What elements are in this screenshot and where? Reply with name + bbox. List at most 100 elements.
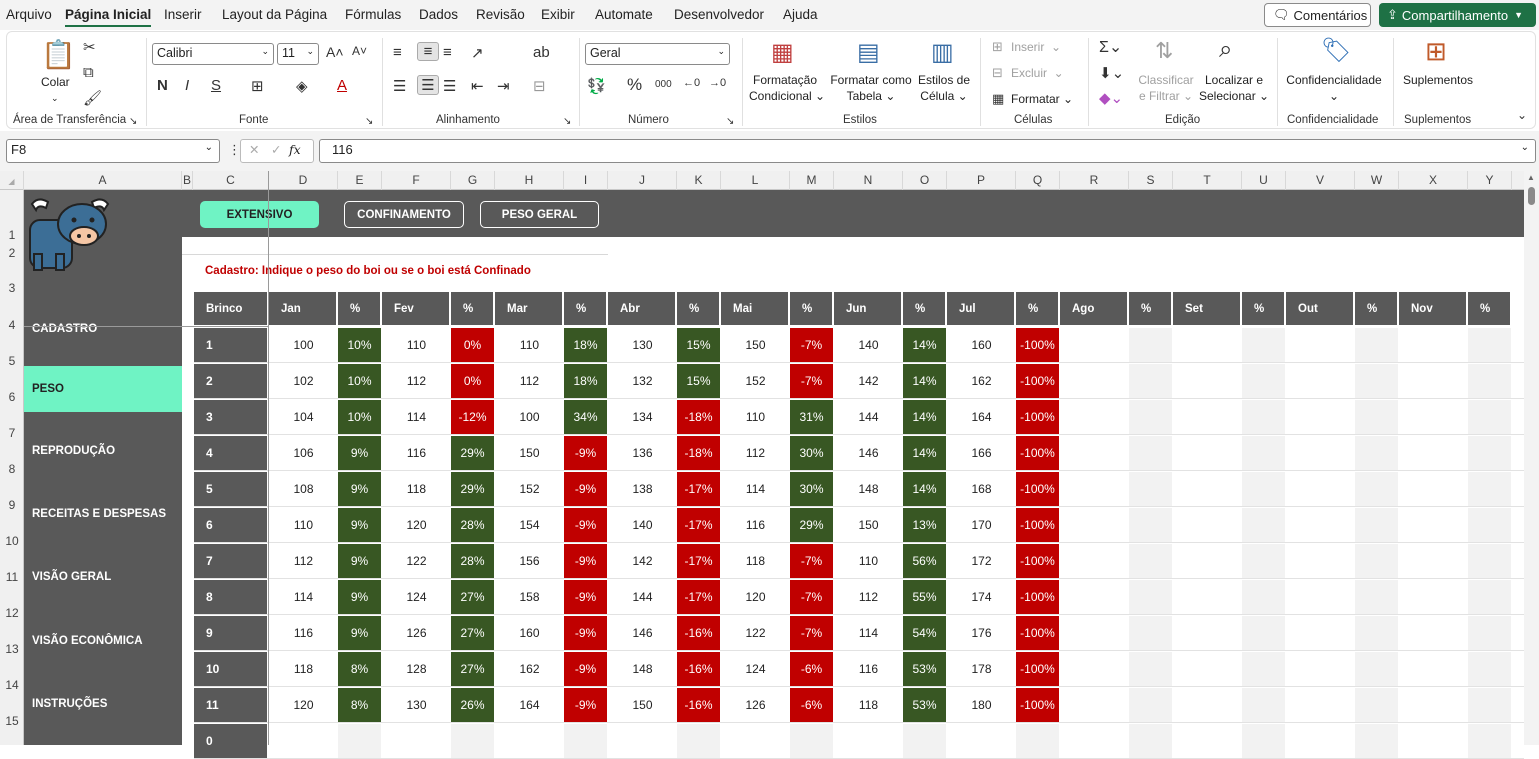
column-header-F[interactable]: F xyxy=(382,171,451,190)
percent-cell[interactable]: 8% xyxy=(338,652,381,686)
percent-cell[interactable]: -9% xyxy=(564,508,607,542)
paste-button[interactable]: Colar xyxy=(41,75,70,89)
weight-cell[interactable]: 118 xyxy=(406,482,427,496)
percent-cell[interactable]: -17% xyxy=(677,472,720,506)
percent-cell[interactable] xyxy=(1129,724,1172,758)
column-header-Q[interactable]: Q xyxy=(1016,171,1060,190)
paste-icon[interactable]: 📋 xyxy=(41,39,76,70)
percent-cell[interactable] xyxy=(1129,652,1172,686)
percent-cell[interactable]: 18% xyxy=(564,328,607,362)
column-header-P[interactable]: P xyxy=(947,171,1016,190)
menu-dados[interactable]: Dados xyxy=(419,7,459,22)
weight-cell[interactable]: 126 xyxy=(745,698,766,712)
weight-cell[interactable]: 162 xyxy=(971,374,992,388)
weight-cell[interactable]: 154 xyxy=(519,518,540,532)
weight-cell[interactable]: 164 xyxy=(519,698,540,712)
weight-cell[interactable] xyxy=(1286,364,1355,398)
menu-layout-pagina[interactable]: Layout da Página xyxy=(222,7,328,22)
merge-center-icon[interactable]: ⊟ xyxy=(533,78,546,95)
percent-cell[interactable]: 9% xyxy=(338,544,381,578)
weight-cell[interactable] xyxy=(1173,616,1242,650)
percent-cell[interactable]: 14% xyxy=(903,364,946,398)
weight-cell[interactable] xyxy=(1399,580,1468,614)
percent-cell[interactable]: 28% xyxy=(451,544,494,578)
row-header-5[interactable]: 5 xyxy=(8,354,16,368)
percent-cell[interactable]: -100% xyxy=(1016,400,1059,434)
column-header-B[interactable]: B xyxy=(182,171,193,190)
percent-cell[interactable]: 56% xyxy=(903,544,946,578)
percent-cell[interactable]: 29% xyxy=(451,472,494,506)
decrease-indent-icon[interactable]: ⇤ xyxy=(471,78,484,95)
weight-cell[interactable] xyxy=(1060,580,1129,614)
percent-cell[interactable]: 14% xyxy=(903,436,946,470)
weight-cell[interactable] xyxy=(1399,400,1468,434)
percent-cell[interactable]: -100% xyxy=(1016,544,1059,578)
column-header-C[interactable]: C xyxy=(193,171,269,190)
weight-cell[interactable] xyxy=(1286,508,1355,542)
sidebar-item-cadastro[interactable]: CADASTRO xyxy=(32,323,98,335)
row-header-15[interactable]: 15 xyxy=(5,714,19,728)
delete-cells-icon[interactable]: ⊟ xyxy=(992,65,1003,80)
weight-cell[interactable] xyxy=(1399,616,1468,650)
weight-cell[interactable] xyxy=(1060,472,1129,506)
percent-cell[interactable] xyxy=(1355,652,1398,686)
percent-cell[interactable]: 9% xyxy=(338,436,381,470)
percent-cell[interactable] xyxy=(1242,508,1285,542)
percent-cell[interactable]: -17% xyxy=(677,544,720,578)
weight-cell[interactable]: 150 xyxy=(745,338,766,352)
menu-arquivo[interactable]: Arquivo xyxy=(6,7,52,22)
row-header-7[interactable]: 7 xyxy=(8,426,16,440)
percent-cell[interactable]: 34% xyxy=(564,400,607,434)
weight-cell[interactable]: 126 xyxy=(406,626,427,640)
weight-cell[interactable] xyxy=(1286,652,1355,686)
weight-cell[interactable]: 148 xyxy=(632,662,653,676)
weight-cell[interactable]: 110 xyxy=(745,410,766,424)
percent-cell[interactable]: 30% xyxy=(790,436,833,470)
weight-cell[interactable] xyxy=(1173,580,1242,614)
percent-cell[interactable] xyxy=(1468,436,1511,470)
percent-cell[interactable] xyxy=(1129,472,1172,506)
weight-cell[interactable]: 112 xyxy=(293,554,314,568)
brinco-cell[interactable]: 0 xyxy=(194,724,267,758)
comma-style-icon[interactable]: 000 xyxy=(655,79,672,90)
decrease-decimal-icon[interactable]: →0 xyxy=(709,77,727,89)
cancel-icon[interactable]: ✕ xyxy=(249,143,260,157)
peso-geral-button[interactable]: PESO GERAL xyxy=(480,201,599,228)
weight-cell[interactable]: 102 xyxy=(293,374,314,388)
percent-cell[interactable]: 31% xyxy=(790,400,833,434)
weight-cell[interactable]: 120 xyxy=(406,518,427,532)
weight-cell[interactable]: 120 xyxy=(293,698,314,712)
addins-icon[interactable]: ⊞ xyxy=(1425,36,1447,66)
align-top-icon[interactable]: ≡ xyxy=(393,44,402,61)
weight-cell[interactable]: 134 xyxy=(632,410,653,424)
weight-cell[interactable]: 164 xyxy=(971,410,992,424)
weight-cell[interactable] xyxy=(1399,364,1468,398)
weight-cell[interactable]: 114 xyxy=(293,590,314,604)
percent-cell[interactable] xyxy=(1129,580,1172,614)
font-color-icon[interactable]: A xyxy=(337,77,348,94)
weight-cell[interactable]: 122 xyxy=(406,554,427,568)
percent-cell[interactable]: -9% xyxy=(564,580,607,614)
menu-exibir[interactable]: Exibir xyxy=(541,7,575,22)
bold-icon[interactable]: N xyxy=(157,77,168,94)
percent-cell[interactable]: 10% xyxy=(338,400,381,434)
percent-cell[interactable] xyxy=(1242,328,1285,362)
percent-cell[interactable]: -100% xyxy=(1016,436,1059,470)
accounting-icon[interactable]: 💱 xyxy=(587,78,606,95)
weight-cell[interactable] xyxy=(1286,688,1355,722)
sort-filter-icon[interactable]: ⇅ xyxy=(1155,38,1174,63)
weight-cell[interactable] xyxy=(1286,616,1355,650)
weight-cell[interactable]: 124 xyxy=(745,662,766,676)
column-header-I[interactable]: I xyxy=(564,171,608,190)
paste-chevron-icon[interactable]: ⌄ xyxy=(51,93,59,103)
sidebar-item-peso[interactable]: PESO xyxy=(24,366,182,412)
dialog-launcher-icon[interactable]: ↘ xyxy=(365,116,374,127)
percent-cell[interactable] xyxy=(1242,688,1285,722)
more-options-icon[interactable]: ⋮ xyxy=(228,142,241,157)
percent-cell[interactable] xyxy=(1468,400,1511,434)
weight-cell[interactable] xyxy=(834,724,903,758)
row-header-3[interactable]: 3 xyxy=(8,281,16,295)
weight-cell[interactable]: 116 xyxy=(406,446,427,460)
weight-cell[interactable]: 146 xyxy=(632,626,653,640)
weight-cell[interactable]: 150 xyxy=(858,518,879,532)
